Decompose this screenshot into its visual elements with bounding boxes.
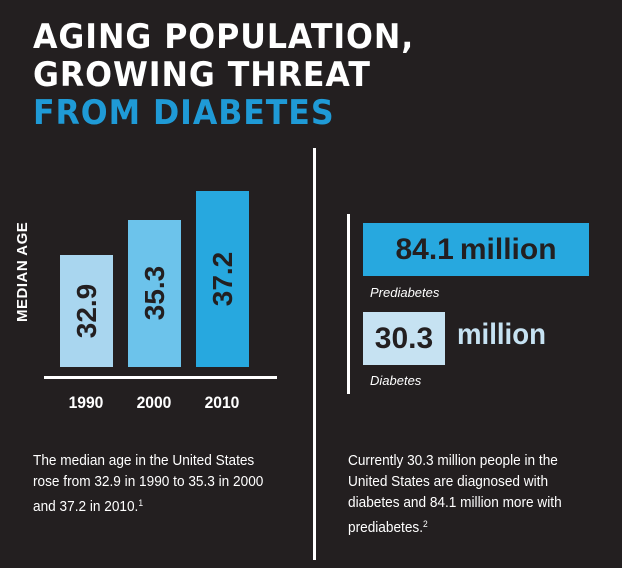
y-axis-label: MEDIAN AGE bbox=[14, 221, 31, 322]
center-divider bbox=[313, 148, 316, 560]
title-line-1: AGING POPULATION, bbox=[33, 17, 415, 57]
right-footnote-marker: 2 bbox=[423, 519, 428, 529]
bar-2010: 37.2 bbox=[196, 191, 249, 367]
prediabetes-unit: million bbox=[459, 232, 557, 266]
x-tick-2000: 2000 bbox=[136, 393, 172, 412]
x-axis-baseline bbox=[44, 376, 277, 379]
bar-1990: 32.9 bbox=[60, 254, 113, 367]
title-line-2: GROWING THREAT bbox=[33, 55, 371, 95]
title-line-3: FROM DIABETES bbox=[33, 93, 335, 133]
diabetes-unit: million bbox=[457, 318, 546, 351]
prediabetes-bar: 84.1 million bbox=[363, 223, 589, 276]
right-axis-line bbox=[347, 214, 350, 394]
prediabetes-label: Prediabetes bbox=[370, 285, 440, 300]
prediabetes-value: 84.1 bbox=[395, 232, 454, 266]
bar-label-2010: 37.2 bbox=[206, 251, 238, 307]
right-caption-text: Currently 30.3 million people in the Uni… bbox=[348, 453, 562, 536]
right-caption: Currently 30.3 million people in the Uni… bbox=[348, 451, 594, 539]
x-tick-2010: 2010 bbox=[204, 393, 240, 412]
diabetes-label: Diabetes bbox=[370, 373, 422, 388]
infographic-title: AGING POPULATION, GROWING THREAT FROM DI… bbox=[33, 18, 414, 132]
left-footnote-marker: 1 bbox=[138, 498, 144, 508]
x-tick-1990: 1990 bbox=[68, 393, 104, 412]
left-caption: The median age in the United States rose… bbox=[33, 451, 276, 518]
bar-label-1990: 32.9 bbox=[70, 283, 102, 339]
left-caption-text: The median age in the United States rose… bbox=[33, 453, 264, 515]
bar-label-2000: 35.3 bbox=[138, 266, 170, 321]
diabetes-value: 30.3 bbox=[374, 321, 434, 355]
diabetes-bar: 30.3 bbox=[363, 312, 445, 365]
bar-2000: 35.3 bbox=[128, 219, 181, 367]
